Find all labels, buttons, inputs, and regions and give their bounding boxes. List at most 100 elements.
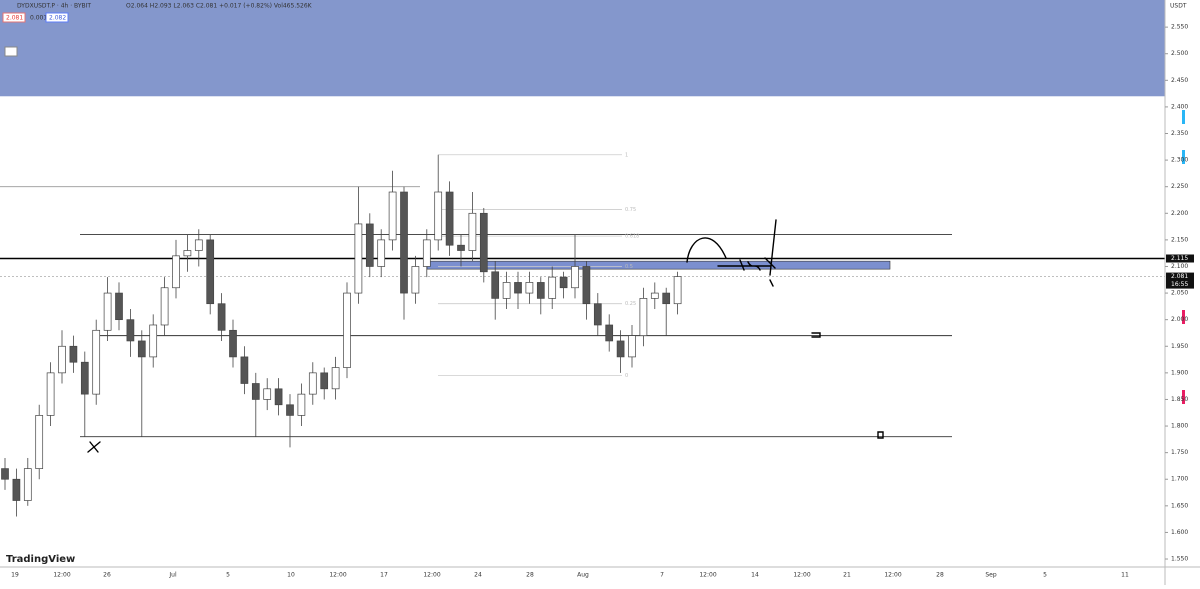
y-tick-label: 2.400 bbox=[1171, 103, 1188, 110]
price-label: 2.081 bbox=[1171, 273, 1188, 280]
candle-body bbox=[46, 372, 55, 416]
y-tick-label: 2.100 bbox=[1171, 263, 1188, 270]
drawing bbox=[811, 332, 821, 338]
candle-body bbox=[251, 383, 260, 400]
candle-body bbox=[274, 388, 283, 406]
x-tick-label: 26 bbox=[103, 572, 111, 579]
sell-price[interactable]: 2.081 bbox=[6, 15, 23, 22]
drawing bbox=[717, 219, 777, 287]
drawing bbox=[87, 441, 101, 453]
symbol: DYDXUSDT.P · 4h · BYBIT bbox=[17, 3, 91, 10]
candle-body bbox=[263, 388, 272, 400]
zone bbox=[0, 0, 1165, 97]
candle-body bbox=[35, 415, 44, 469]
candle-body bbox=[137, 340, 146, 358]
candle-body bbox=[502, 282, 511, 299]
candle-body bbox=[58, 345, 66, 374]
candle-body bbox=[1, 468, 9, 480]
fib-label: 0.75 bbox=[625, 207, 636, 213]
buy-button[interactable] bbox=[45, 12, 69, 23]
y-tick-label: 2.150 bbox=[1171, 236, 1188, 243]
currency[interactable]: USDT bbox=[1170, 3, 1187, 10]
candle-body bbox=[650, 292, 659, 299]
y-tick-label: 1.950 bbox=[1171, 343, 1188, 350]
candle-body bbox=[536, 282, 545, 299]
countdown: 16:55 bbox=[1171, 281, 1188, 288]
candle-body bbox=[548, 276, 557, 299]
y-tick-label: 2.300 bbox=[1171, 157, 1188, 164]
candle-body bbox=[377, 239, 386, 267]
candle-body bbox=[365, 223, 374, 267]
x-tick-label: 14 bbox=[751, 572, 759, 579]
candle-body bbox=[491, 271, 500, 299]
y-tick-label: 1.750 bbox=[1171, 449, 1188, 456]
candle-body bbox=[628, 335, 636, 358]
x-tick-label: 10 bbox=[287, 572, 295, 579]
candle-body bbox=[457, 244, 465, 251]
candle-body bbox=[571, 266, 579, 289]
scale-marker bbox=[1182, 390, 1185, 404]
candle-body bbox=[297, 393, 306, 416]
candle-body bbox=[149, 324, 158, 358]
fib-label: 1 bbox=[625, 152, 628, 158]
candle-body bbox=[422, 239, 431, 267]
candle-body bbox=[331, 367, 340, 390]
x-tick-label: 12:00 bbox=[329, 572, 346, 579]
y-tick-label: 2.350 bbox=[1171, 130, 1188, 137]
y-tick-label: 1.700 bbox=[1171, 476, 1188, 483]
y-tick-label: 1.800 bbox=[1171, 423, 1188, 430]
candle-body bbox=[616, 340, 625, 358]
candle-body bbox=[605, 324, 614, 342]
candle-body bbox=[514, 282, 522, 294]
candle-body bbox=[582, 266, 591, 305]
candle-body bbox=[80, 361, 89, 395]
drawing bbox=[686, 237, 727, 263]
buy-price[interactable]: 2.082 bbox=[49, 15, 66, 22]
plot: 1 0.75 0.618 0.5 0.25 0 bbox=[0, 0, 1165, 517]
x-tick-label: 7 bbox=[660, 572, 664, 579]
candle-body bbox=[479, 212, 488, 273]
price-label: 2.115 bbox=[1171, 255, 1188, 262]
candle-body bbox=[434, 191, 443, 241]
y-tick-label: 2.050 bbox=[1171, 290, 1188, 297]
scale-marker bbox=[1182, 150, 1185, 164]
candle-body bbox=[662, 292, 671, 305]
candle-body bbox=[400, 191, 408, 294]
drawing bbox=[877, 431, 884, 439]
x-tick-label: Aug bbox=[577, 572, 589, 579]
sell-button[interactable] bbox=[2, 12, 26, 23]
candle-body bbox=[206, 239, 215, 305]
x-tick-label: 17 bbox=[380, 572, 388, 579]
candle-body bbox=[308, 372, 317, 395]
candle-body bbox=[160, 287, 169, 326]
x-tick-label: Sep bbox=[985, 572, 997, 579]
x-tick-label: 19 bbox=[11, 572, 19, 579]
y-tick-label: 2.500 bbox=[1171, 50, 1188, 57]
y-tick-label: 2.450 bbox=[1171, 77, 1188, 84]
x-tick-label: Jul bbox=[168, 572, 177, 579]
candle-body bbox=[286, 404, 294, 416]
candle-body bbox=[115, 292, 123, 321]
fib-label: 0.25 bbox=[625, 301, 636, 307]
candle-body bbox=[194, 239, 203, 251]
price-label-box bbox=[1166, 272, 1194, 289]
candle-body bbox=[593, 303, 602, 326]
x-tick-label: 28 bbox=[936, 572, 944, 579]
collapse-button[interactable] bbox=[4, 46, 18, 57]
y-tick-label: 2.550 bbox=[1171, 24, 1188, 31]
ohlc: O2.064 H2.093 L2.063 C2.081 +0.017 (+0.8… bbox=[126, 3, 313, 10]
logo: TradingView bbox=[6, 554, 75, 565]
x-tick-label: 5 bbox=[226, 572, 230, 579]
y-tick-label: 2.000 bbox=[1171, 316, 1188, 323]
y-tick-label: 1.650 bbox=[1171, 502, 1188, 509]
x-tick-label: 24 bbox=[474, 572, 482, 579]
candle-body bbox=[183, 250, 192, 257]
price-label-box bbox=[1166, 254, 1194, 263]
candle-body bbox=[445, 191, 454, 246]
candle-body bbox=[103, 292, 112, 331]
candle-body bbox=[240, 356, 249, 384]
candle-body bbox=[673, 276, 682, 305]
candle-body bbox=[172, 255, 180, 289]
